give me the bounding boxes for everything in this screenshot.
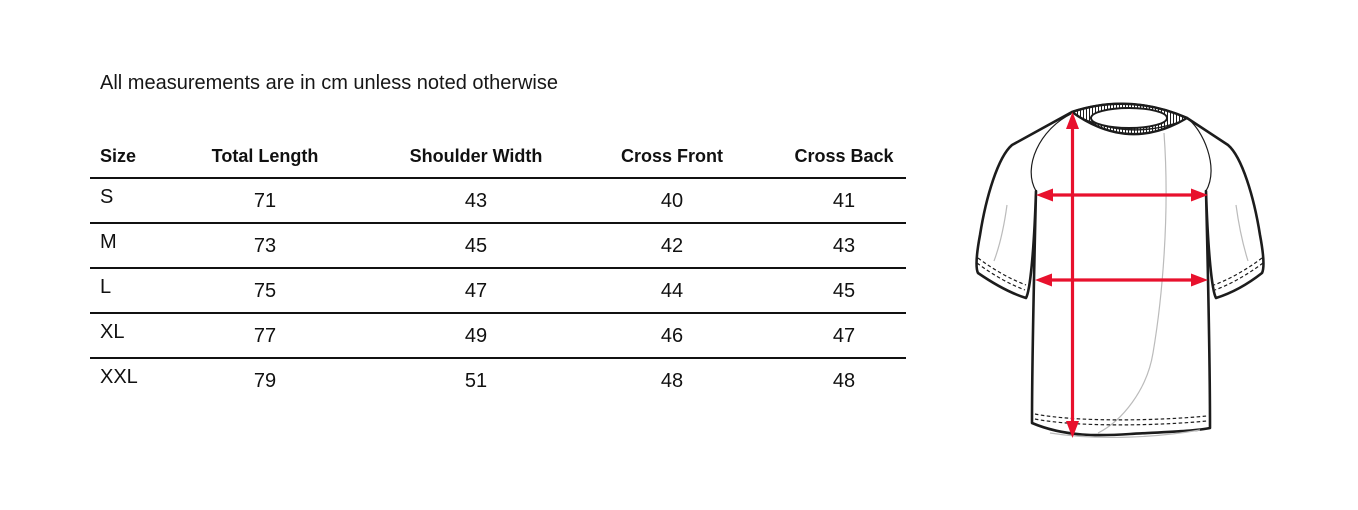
shoulder-width-value: 45 [464,235,488,257]
left-sleeve-fold-line [993,204,1008,262]
total-length-value: 77 [253,325,277,347]
right-cuff-stitching [1213,257,1264,291]
collar-mid-seam [1076,115,1183,131]
table-header-row: Size Total Length Shoulder Width Cross F… [90,140,906,179]
table-row-l: L 75 47 44 45 [90,269,906,314]
table-row-m: M 73 45 42 43 [90,224,906,269]
measurement-note: All measurements are in cm unless noted … [100,72,558,94]
size-label: XXL [100,366,138,388]
total-length-value: 73 [253,235,277,257]
shoulder-width-value: 51 [464,370,488,392]
table-row-s: S 71 43 40 41 [90,179,906,224]
shoulder-width-value: 43 [464,190,488,212]
right-sleeve-fold-line [1235,204,1249,262]
cross-back-value: 41 [832,190,856,212]
size-label: L [100,276,112,298]
tshirt-measurement-diagram [975,102,1265,439]
column-header-shoulder-width: Shoulder Width [409,146,543,166]
table-row-xl: XL 77 49 46 47 [90,314,906,359]
shoulder-width-value: 47 [464,280,488,302]
size-label: M [100,231,117,253]
left-cuff-stitching [976,257,1027,291]
size-label: S [100,186,114,208]
upper-width-arrow [1036,188,1208,202]
column-header-total-length: Total Length [211,146,319,166]
collar-opening [1090,107,1168,129]
cross-front-value: 46 [660,325,684,347]
table-row-xxl: XXL 79 51 48 48 [90,359,906,402]
cross-front-value: 44 [660,280,684,302]
cross-front-value: 42 [660,235,684,257]
body-drape-line [1097,132,1167,434]
tshirt-outline [975,102,1265,437]
cross-back-value: 45 [832,280,856,302]
column-header-cross-back: Cross Back [794,146,894,166]
column-header-size: Size [100,146,137,166]
cross-front-value: 40 [660,190,684,212]
total-length-arrow [1066,112,1079,438]
column-header-cross-front: Cross Front [620,146,723,166]
size-label: XL [100,321,125,343]
total-length-value: 79 [253,370,277,392]
hem-wave-line [1049,429,1201,439]
right-armhole-seam [1187,118,1212,192]
total-length-value: 71 [253,190,277,212]
cross-back-value: 47 [832,325,856,347]
lower-width-arrow [1035,273,1208,287]
size-chart-table: Size Total Length Shoulder Width Cross F… [90,140,906,402]
total-length-value: 75 [253,280,277,302]
hem-stitching [1034,413,1208,426]
shoulder-width-value: 49 [464,325,488,347]
cross-front-value: 48 [660,370,684,392]
cross-back-value: 43 [832,235,856,257]
cross-back-value: 48 [832,370,856,392]
left-armhole-seam [1030,113,1072,192]
